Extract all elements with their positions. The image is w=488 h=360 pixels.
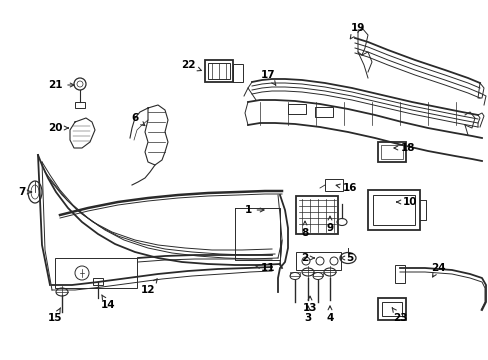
Text: 10: 10 (396, 197, 416, 207)
Text: 19: 19 (349, 23, 365, 39)
Text: 15: 15 (48, 308, 62, 323)
Text: 8: 8 (301, 221, 308, 238)
Text: 12: 12 (141, 279, 157, 295)
Text: 16: 16 (335, 183, 357, 193)
Text: 1: 1 (244, 205, 264, 215)
Text: 14: 14 (101, 295, 115, 310)
Text: 18: 18 (393, 143, 414, 153)
Text: 3: 3 (304, 306, 311, 323)
Text: 20: 20 (48, 123, 68, 133)
Text: 17: 17 (260, 70, 275, 85)
Text: 4: 4 (325, 306, 333, 323)
Text: 24: 24 (430, 263, 445, 277)
Text: 21: 21 (48, 80, 74, 90)
Text: 9: 9 (326, 216, 333, 233)
Text: 6: 6 (131, 113, 144, 126)
Text: 13: 13 (302, 296, 317, 313)
Text: 2: 2 (301, 253, 314, 263)
Text: 5: 5 (340, 253, 353, 263)
Text: 11: 11 (255, 263, 275, 273)
Text: 22: 22 (181, 60, 201, 71)
Text: 23: 23 (391, 308, 407, 323)
Text: 7: 7 (18, 187, 31, 197)
